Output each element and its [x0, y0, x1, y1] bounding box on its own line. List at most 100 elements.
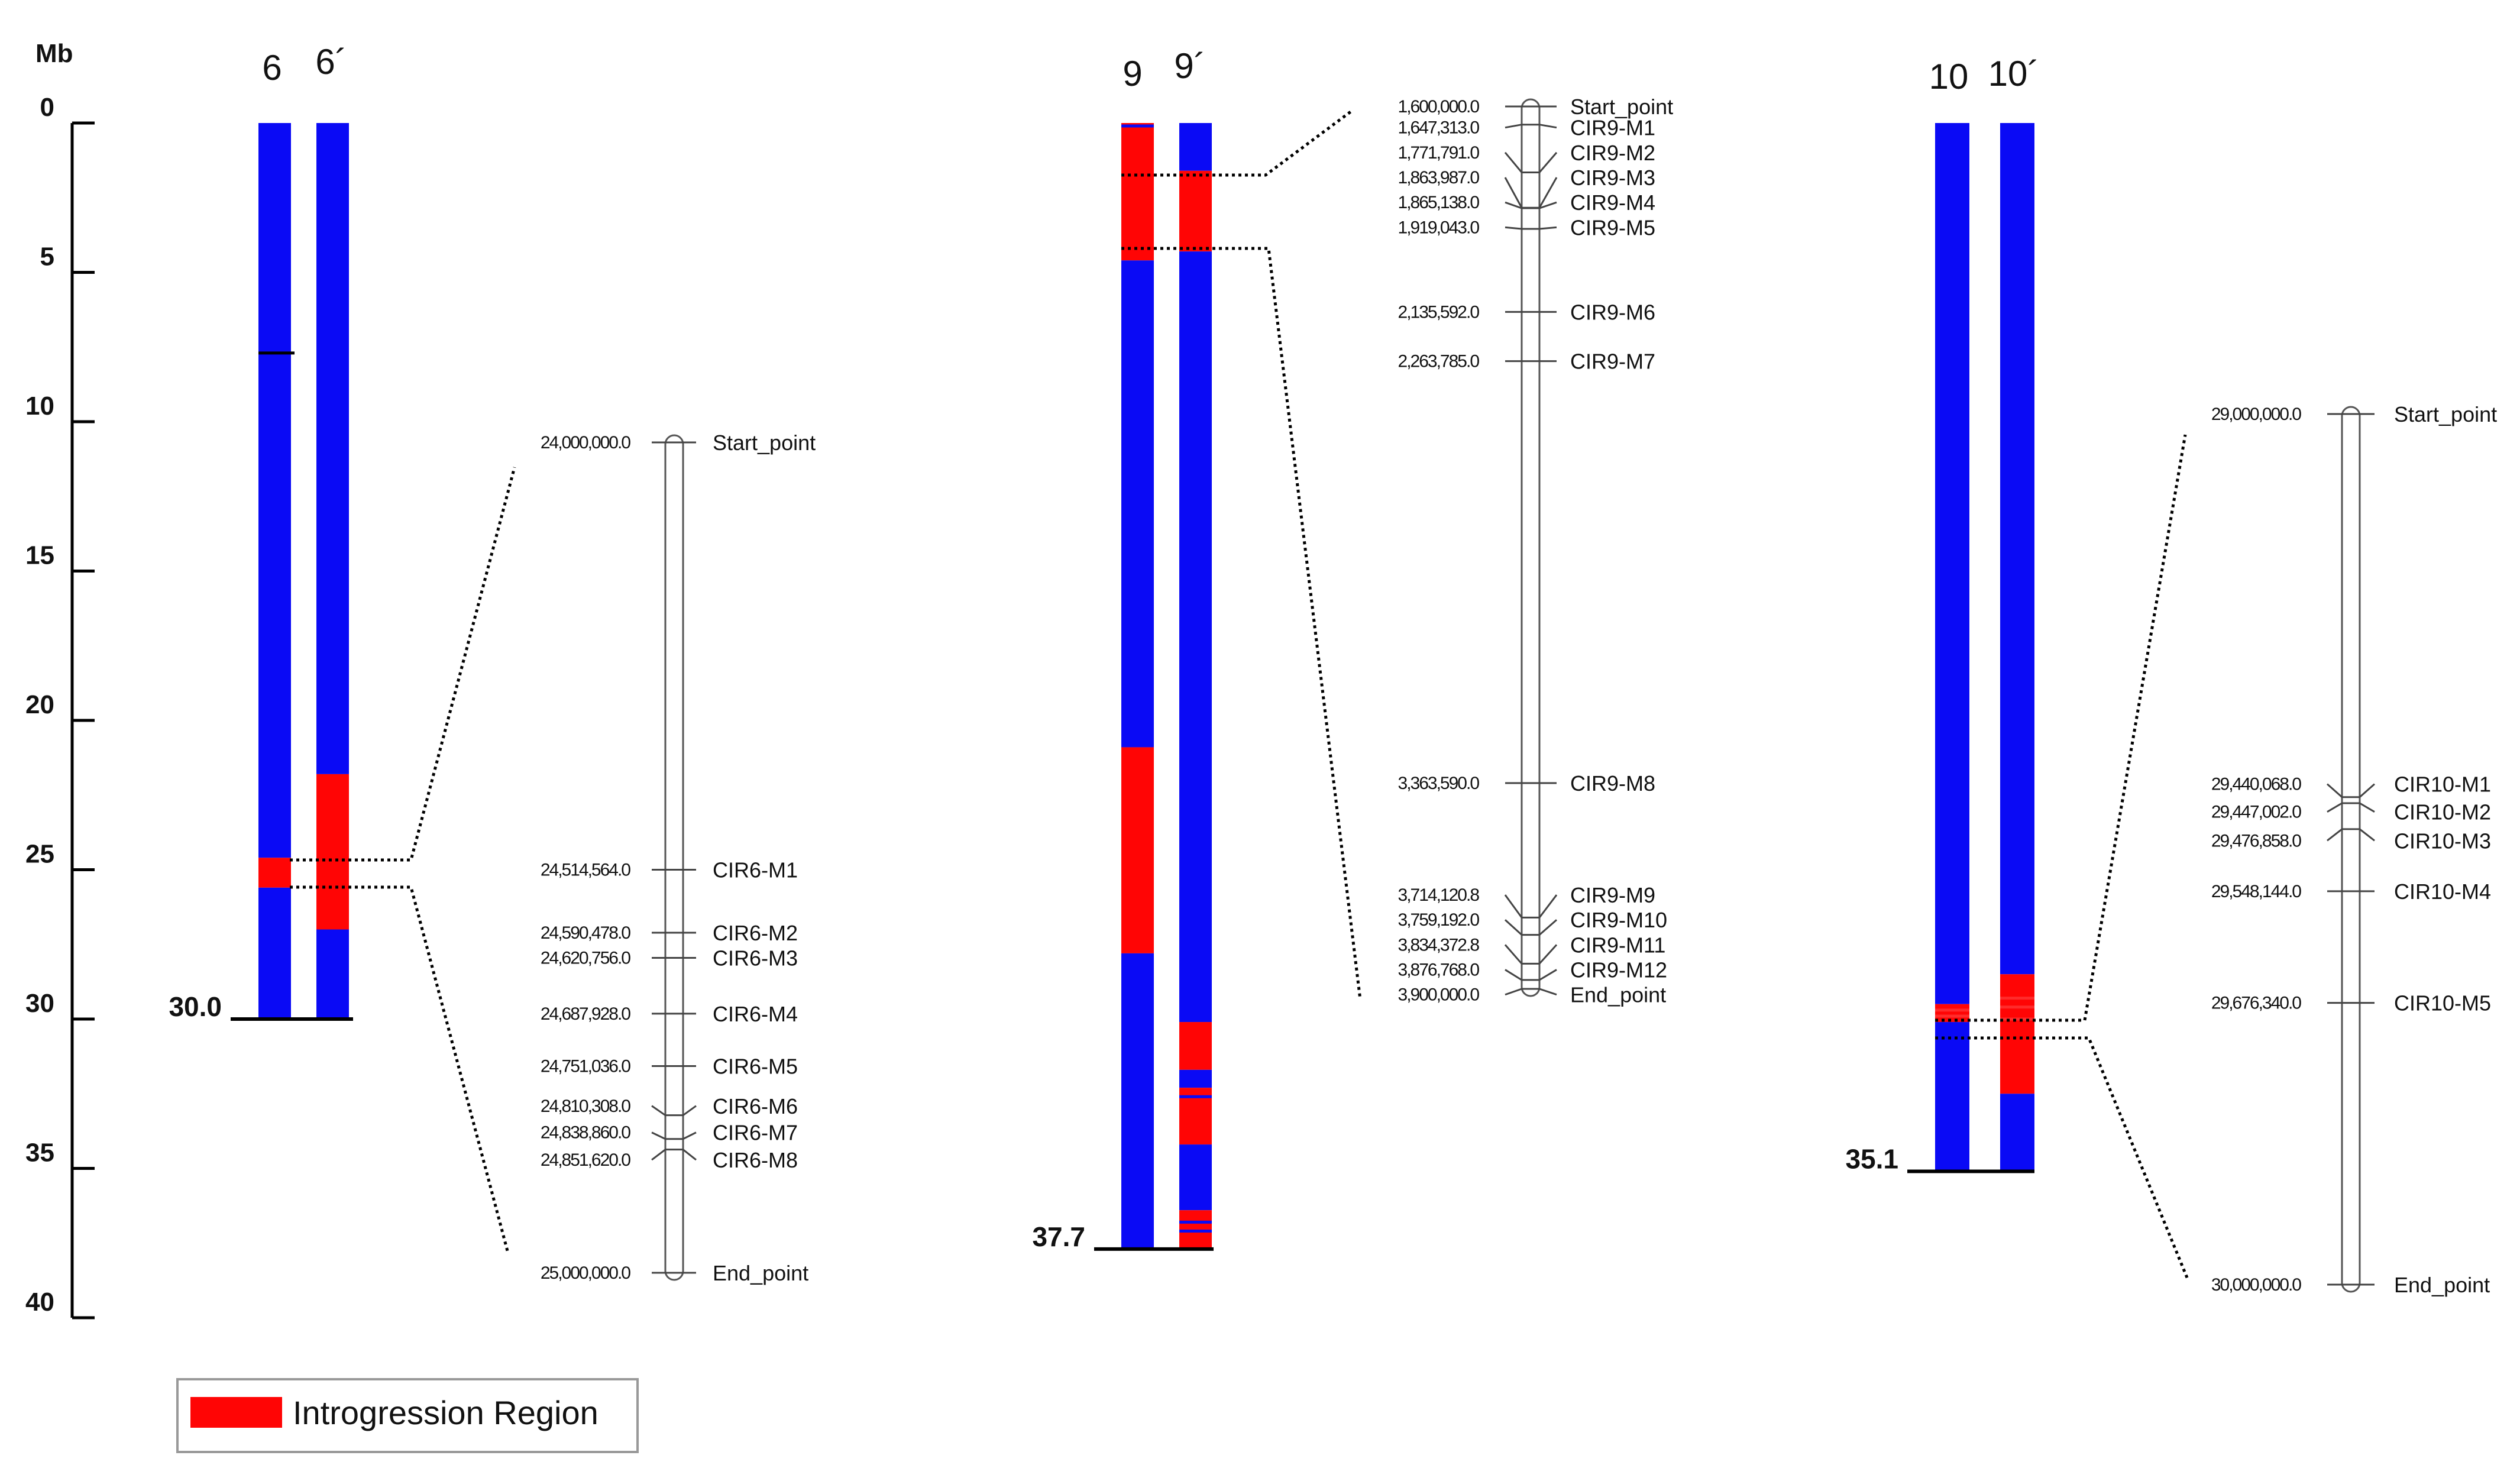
axis-tick-label: 5 — [40, 242, 54, 271]
marker-label: Start_point — [2394, 402, 2497, 426]
chromosome-bar-6 — [258, 123, 295, 1019]
marker-position: 29,440,068.0 — [2211, 775, 2301, 794]
marker-label: CIR9-M11 — [1570, 933, 1665, 957]
axis-tick-label: 35 — [25, 1139, 54, 1168]
marker-label: End_point — [2394, 1273, 2490, 1297]
zoom-marker: 24,851,620.0 CIR6-M8 — [541, 1148, 798, 1172]
marker-label: CIR6-M4 — [713, 1002, 798, 1026]
marker-position: 3,900,000.0 — [1398, 985, 1480, 1005]
zoom-marker: 3,759,192.0 CIR9-M10 — [1398, 908, 1667, 936]
marker-position: 24,000,000.0 — [541, 433, 630, 452]
marker-tick — [1505, 988, 1557, 996]
zoom-marker: 3,876,768.0 CIR9-M12 — [1398, 958, 1668, 982]
marker-position: 24,838,860.0 — [541, 1123, 630, 1143]
marker-label: CIR9-M5 — [1570, 215, 1655, 240]
marker-label: CIR6-M3 — [713, 946, 798, 971]
marker-tick — [1505, 226, 1557, 230]
zoom-marker: 1,600,000.0 Start_point — [1398, 95, 1674, 119]
marker-position: 1,919,043.0 — [1398, 218, 1480, 237]
introgression-segment — [2000, 974, 2034, 1094]
chromosome-title: 6 — [262, 48, 282, 88]
marker-label: CIR10-M1 — [2394, 772, 2491, 797]
zoom-marker: 1,771,791.0 CIR9-M2 — [1398, 141, 1655, 173]
introgression-segment — [1179, 1210, 1212, 1249]
axis-tick-label: 10 — [25, 392, 54, 421]
zoom-connector-end — [1121, 247, 1362, 1000]
marker-label: CIR9-M8 — [1570, 771, 1655, 795]
chromosome-panel-10: 10 10´ 35.1 29,000,000.0 Start_point 29,440,0… — [1845, 54, 2497, 1297]
chromosome-title: 10´ — [1988, 54, 2040, 93]
chromosome-bar-10´ — [2000, 123, 2034, 1172]
zoom-track-outline — [664, 434, 684, 1281]
chromosome-title: 9´ — [1174, 46, 1205, 86]
marker-position: 24,514,564.0 — [541, 860, 630, 879]
marker-label: CIR10-M3 — [2394, 829, 2491, 853]
chromosome-bar-6´ — [316, 123, 349, 1019]
zoom-marker: 1,919,043.0 CIR9-M5 — [1398, 215, 1656, 240]
zoom-marker: 1,863,987.0 CIR9-M3 — [1398, 166, 1655, 209]
chromosome-panel-9: 9 9´37.71,600,000.0 Start_point1,647,313.0… — [1032, 46, 1673, 1252]
marker-position: 29,676,340.0 — [2211, 994, 2301, 1013]
marker-position: 3,363,590.0 — [1398, 774, 1480, 793]
marker-position: 3,876,768.0 — [1398, 961, 1480, 980]
zoom-connector-start — [290, 467, 516, 862]
legend-swatch-introgression — [190, 1397, 282, 1428]
zoom-track-6: 24,000,000.0 Start_point 24,514,564.0 CIR6-… — [541, 431, 816, 1285]
background-segment — [258, 887, 291, 1019]
marker-position: 24,851,620.0 — [541, 1150, 630, 1170]
marker-label: CIR9-M2 — [1570, 141, 1655, 165]
marker-position: 29,476,858.0 — [2211, 831, 2301, 850]
marker-position: 1,771,791.0 — [1398, 143, 1480, 163]
marker-tick — [1505, 201, 1557, 209]
marker-tick — [2327, 783, 2375, 798]
zoom-marker: 24,687,928.0 CIR6-M4 — [541, 1002, 798, 1026]
marker-label: CIR9-M1 — [1570, 116, 1655, 140]
marker-label: CIR10-M2 — [2394, 800, 2491, 824]
marker-tick — [651, 1149, 697, 1161]
marker-label: End_point — [713, 1261, 808, 1285]
background-segment — [1935, 123, 1969, 1004]
marker-position: 24,810,308.0 — [541, 1097, 630, 1116]
marker-position: 1,863,987.0 — [1398, 168, 1480, 187]
axis-tick-label: 0 — [40, 93, 54, 122]
background-segment — [316, 929, 349, 1019]
background-segment — [1935, 1022, 1969, 1172]
marker-label: CIR9-M6 — [1570, 300, 1655, 324]
background-segment — [1121, 260, 1154, 748]
zoom-marker: 24,751,036.0 CIR6-M5 — [541, 1054, 798, 1078]
introgression-segment — [258, 858, 291, 888]
marker-label: CIR10-M5 — [2394, 991, 2491, 1016]
marker-tick — [1504, 919, 1557, 936]
marker-position: 1,865,138.0 — [1398, 193, 1480, 212]
marker-position: 24,590,478.0 — [541, 923, 630, 943]
marker-label: Start_point — [713, 431, 816, 455]
marker-position: 24,687,928.0 — [541, 1004, 630, 1024]
marker-label: Start_point — [1570, 95, 1673, 119]
zoom-marker: 24,000,000.0 Start_point — [541, 431, 816, 455]
axis-tick-label: 20 — [25, 690, 54, 719]
zoom-marker: 29,000,000.0 Start_point — [2211, 402, 2497, 426]
zoom-marker: 24,590,478.0 CIR6-M2 — [541, 921, 798, 945]
introgression-segment — [1935, 1004, 1969, 1023]
marker-position: 2,135,592.0 — [1398, 302, 1480, 322]
marker-label: CIR9-M3 — [1570, 166, 1655, 190]
axis-tick-label: 25 — [25, 840, 54, 869]
marker-position: 29,548,144.0 — [2211, 882, 2301, 901]
marker-position: 1,600,000.0 — [1398, 97, 1480, 117]
zoom-marker: 3,834,372.8 CIR9-M11 — [1398, 933, 1665, 965]
zoom-marker: 29,476,858.0 CIR10-M3 — [2211, 828, 2491, 853]
zoom-track-10: 29,000,000.0 Start_point 29,440,068.0 CIR10… — [2211, 402, 2497, 1297]
marker-tick — [1504, 894, 1558, 919]
chromosome-bar-10 — [1935, 123, 1969, 1172]
mb-axis: Mb 0 5 10 15 20 25 30 35 40 — [25, 39, 95, 1320]
zoom-connector-end — [1935, 1036, 2190, 1281]
marker-position: 3,834,372.8 — [1398, 935, 1480, 955]
marker-label: End_point — [1570, 983, 1666, 1007]
marker-tick — [651, 1131, 697, 1140]
marker-label: CIR9-M12 — [1570, 958, 1667, 982]
background-segment — [258, 123, 291, 858]
introgression-segment — [1121, 747, 1154, 953]
background-segment — [1179, 251, 1212, 1023]
marker-position: 2,263,785.0 — [1398, 352, 1480, 371]
marker-tick — [1504, 177, 1558, 209]
